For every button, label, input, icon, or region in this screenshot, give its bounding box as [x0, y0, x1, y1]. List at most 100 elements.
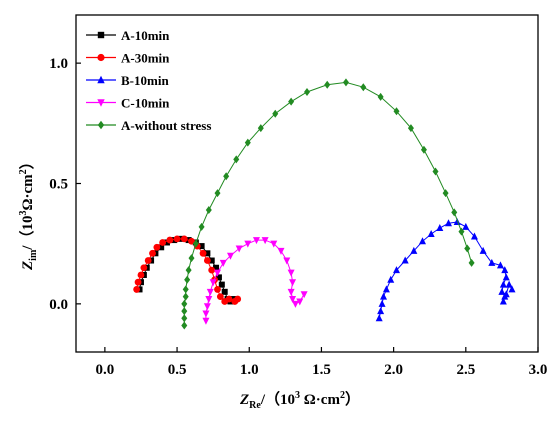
x-tick-label: 1.0: [240, 362, 259, 378]
data-point: [291, 300, 299, 308]
x-axis-label-unit-post: Ω·cm: [300, 392, 340, 408]
legend-item: C-10min: [86, 96, 170, 111]
data-point: [215, 274, 222, 281]
y-axis-label-symbol: Z: [20, 261, 36, 271]
data-point: [499, 280, 507, 288]
legend: A-10min A-30min B-10min C-10min A-without st…: [86, 28, 211, 133]
axis-ticks: 0.0 0.5 1.0 1.5 2.0 2.5 3.0 0.0 0.5 1.0: [49, 56, 547, 378]
data-point: [181, 314, 188, 323]
data-point: [206, 288, 214, 296]
data-point: [342, 78, 349, 87]
data-point: [377, 307, 385, 315]
data-point: [137, 271, 145, 279]
y-tick-label: 0.0: [49, 297, 68, 313]
data-point: [181, 307, 188, 316]
x-tick-label: 2.5: [456, 362, 475, 378]
data-point: [213, 269, 221, 277]
data-point: [462, 222, 470, 230]
data-point: [288, 97, 295, 106]
data-point: [205, 205, 212, 214]
data-point: [324, 80, 331, 89]
data-point: [134, 278, 142, 286]
data-point: [252, 237, 260, 245]
data-point: [499, 297, 507, 305]
legend-marker: [97, 99, 105, 107]
data-point: [502, 290, 510, 298]
y-axis-label-unit-post: Ω·cm: [20, 174, 36, 211]
data-point: [198, 243, 205, 250]
data-point: [380, 292, 388, 300]
y-axis-label-unit-sup: 3: [18, 211, 29, 216]
data-point: [444, 219, 452, 227]
data-point: [393, 266, 401, 274]
data-point: [203, 257, 211, 264]
data-point: [159, 239, 167, 246]
data-point: [296, 298, 304, 306]
data-point: [287, 269, 295, 277]
series-2: [133, 235, 242, 305]
data-point: [218, 281, 225, 288]
data-point: [235, 245, 243, 253]
x-tick-label: 3.0: [529, 362, 548, 378]
data-point: [407, 124, 414, 133]
data-point: [496, 261, 504, 269]
data-point: [209, 279, 217, 287]
data-point: [204, 250, 211, 257]
x-tick-label: 0.0: [96, 362, 115, 378]
data-point: [377, 92, 384, 101]
data-point: [144, 257, 152, 264]
data-point: [182, 285, 189, 294]
data-point: [442, 189, 449, 198]
data-point: [468, 258, 475, 267]
y-axis-label: Zim/（103Ω·cm2）: [18, 154, 39, 271]
data-point: [214, 286, 221, 293]
data-point: [182, 292, 189, 301]
data-point: [289, 279, 297, 287]
y-tick-label: 1.0: [49, 56, 68, 72]
data-point: [502, 273, 510, 281]
data-point: [180, 235, 188, 243]
x-tick-label: 0.5: [168, 362, 187, 378]
y-tick-label: 0.5: [49, 177, 68, 193]
data-point: [479, 246, 487, 254]
y-axis-label-subscript: im: [28, 249, 39, 261]
data-point: [401, 256, 409, 264]
series-4: [202, 237, 308, 325]
legend-marker: [97, 31, 105, 39]
data-point: [488, 258, 496, 266]
data-point: [158, 244, 165, 251]
data-point: [257, 124, 264, 133]
data-point: [300, 291, 308, 299]
data-point: [498, 287, 506, 295]
legend-item: A-10min: [86, 28, 170, 43]
x-axis-label-unit-sup: 3: [295, 390, 300, 401]
legend-marker: [97, 53, 105, 62]
data-point: [181, 321, 188, 330]
data-point: [233, 155, 240, 164]
data-point: [419, 237, 426, 245]
data-point: [432, 167, 439, 176]
data-point: [219, 259, 227, 267]
data-point: [192, 239, 199, 248]
legend-label: B-10min: [121, 73, 169, 88]
data-point: [277, 247, 285, 255]
data-point: [202, 310, 210, 318]
series-group: [133, 78, 516, 330]
data-point: [508, 285, 516, 293]
data-point: [205, 296, 213, 304]
series-3: [375, 218, 516, 322]
legend-item: A-without stress: [86, 118, 211, 133]
data-point: [184, 275, 191, 284]
legend-label: A-30min: [121, 51, 170, 66]
data-point: [464, 244, 471, 253]
data-point: [202, 317, 210, 325]
plot-frame: [75, 14, 539, 353]
data-point: [173, 235, 181, 243]
data-point: [198, 222, 205, 231]
y-axis-label-unit-sup2: 2: [18, 169, 29, 174]
data-point: [223, 172, 230, 181]
data-point: [501, 266, 509, 274]
data-point: [378, 299, 386, 307]
